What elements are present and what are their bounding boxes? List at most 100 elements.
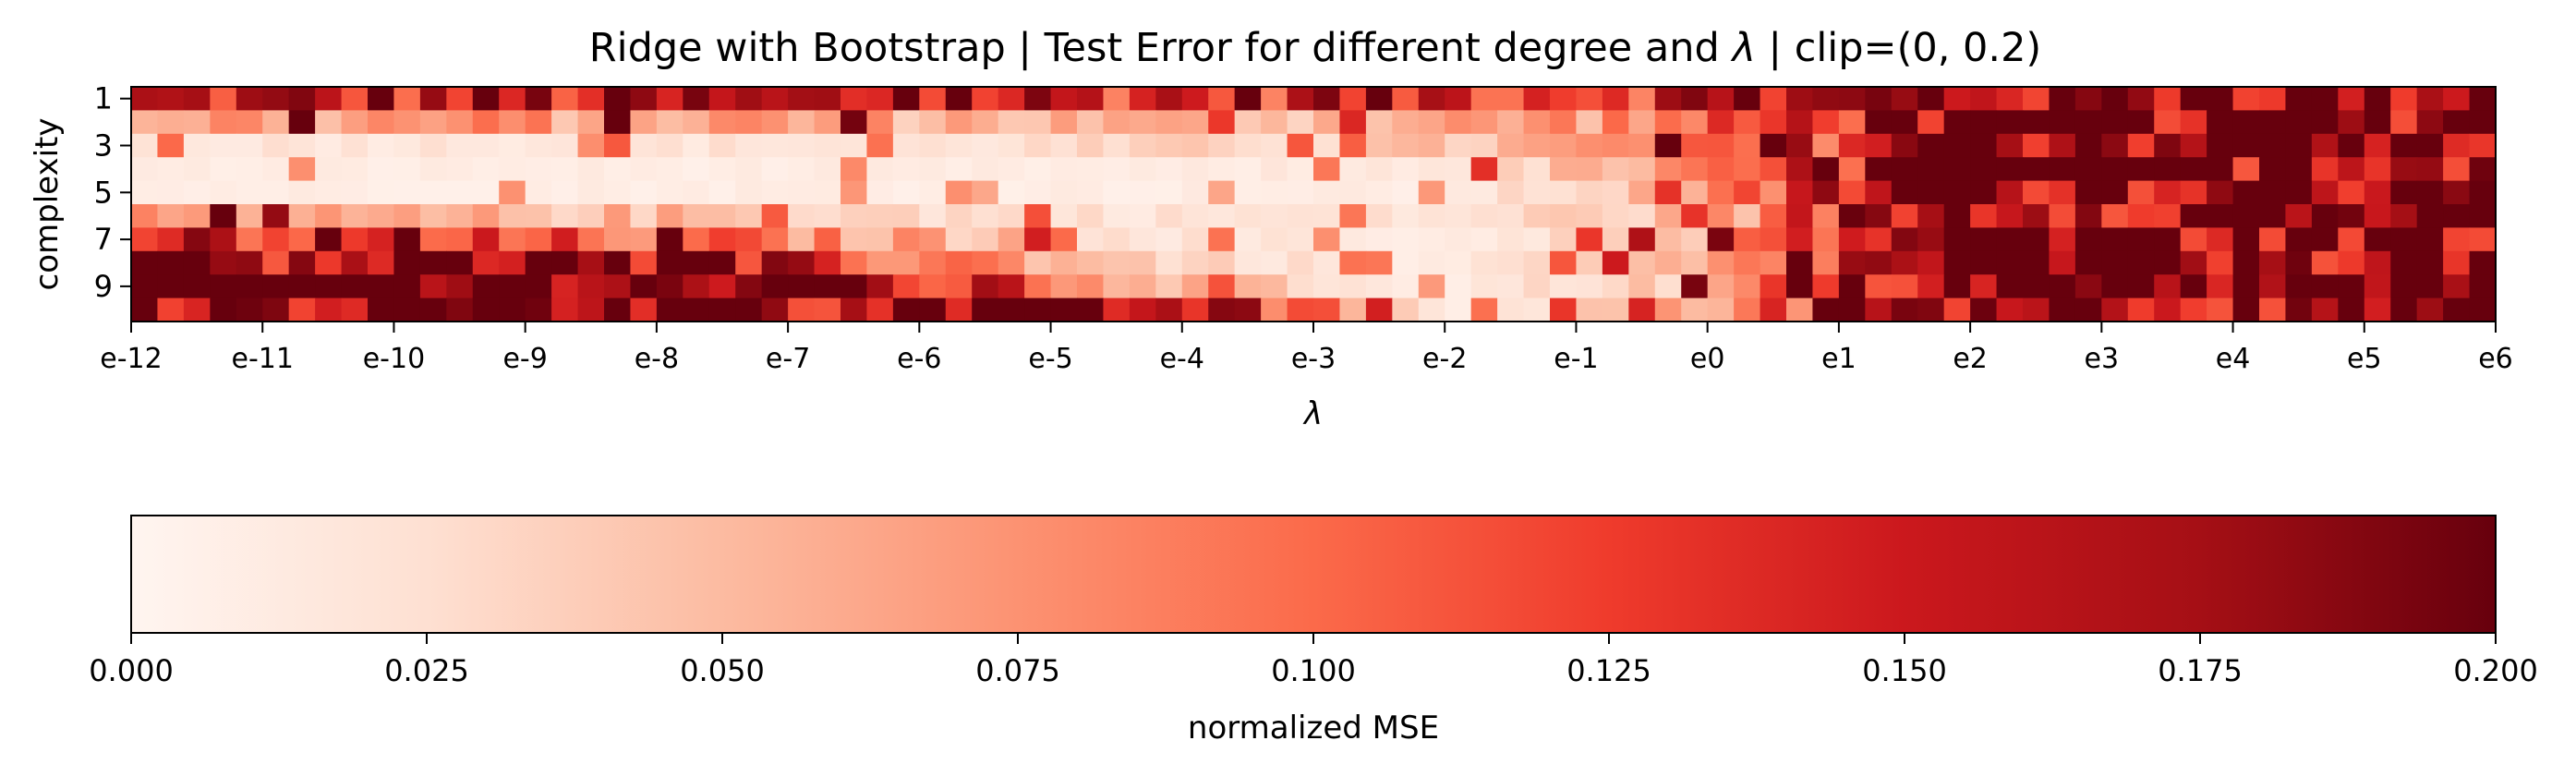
heatmap-cell (499, 250, 526, 275)
x-tick-label: e-12 (100, 343, 162, 375)
colorbar-tick-label: 0.175 (2158, 653, 2243, 688)
heatmap-cell (2285, 250, 2313, 275)
heatmap-cell (1628, 87, 1656, 111)
heatmap-cell (368, 87, 395, 111)
heatmap-cell (1838, 274, 1866, 299)
heatmap-cell (551, 227, 579, 252)
heatmap-cell (1865, 157, 1893, 182)
heatmap-cell (1865, 250, 1893, 275)
colorbar-label: normalized MSE (1188, 710, 1439, 747)
heatmap-cell (1050, 87, 1078, 111)
heatmap-cell (1181, 274, 1209, 299)
heatmap-cell (1365, 274, 1393, 299)
heatmap-cell (1208, 297, 1236, 322)
heatmap-cell (1707, 227, 1735, 252)
heatmap-cell (866, 250, 894, 275)
heatmap-cell (1445, 204, 1472, 228)
heatmap-cell (499, 110, 526, 135)
heatmap-cell (1917, 250, 1945, 275)
heatmap-cell (157, 250, 185, 275)
heatmap-cell (1234, 180, 1262, 205)
heatmap-cell (1917, 133, 1945, 158)
heatmap-cell (1970, 157, 1998, 182)
x-tick-label: e-6 (897, 343, 941, 375)
heatmap-cell (1050, 297, 1078, 322)
heatmap-cell (1681, 110, 1709, 135)
heatmap-cell (472, 297, 500, 322)
heatmap-cell (683, 133, 710, 158)
heatmap-cell (998, 274, 1025, 299)
heatmap-cell (1970, 87, 1998, 111)
heatmap-cell (1287, 133, 1314, 158)
heatmap-cell (761, 297, 789, 322)
heatmap-cell (2127, 274, 2155, 299)
heatmap-cell (315, 250, 343, 275)
heatmap-cell (183, 157, 211, 182)
heatmap-cell (341, 227, 369, 252)
heatmap-cell (210, 110, 237, 135)
heatmap-cell (656, 157, 683, 182)
heatmap-cell (2364, 180, 2391, 205)
heatmap-cell (1208, 250, 1236, 275)
heatmap-cell (1050, 133, 1078, 158)
heatmap-cell (1602, 87, 1629, 111)
heatmap-cell (1812, 227, 1840, 252)
heatmap-cell (1838, 110, 1866, 135)
heatmap-cell (630, 133, 658, 158)
heatmap-cell (1024, 157, 1052, 182)
heatmap-cell (919, 250, 947, 275)
heatmap-cell (446, 87, 474, 111)
heatmap-cell (2311, 274, 2339, 299)
heatmap-cell (945, 110, 973, 135)
heatmap-cell (499, 133, 526, 158)
heatmap-cell (236, 204, 263, 228)
heatmap-cell (2049, 87, 2076, 111)
heatmap-cell (183, 180, 211, 205)
heatmap-cell (1917, 297, 1945, 322)
heatmap-cell (2390, 157, 2418, 182)
heatmap-cell (1760, 227, 1787, 252)
heatmap-cell (1786, 180, 1814, 205)
heatmap-cell (1760, 133, 1787, 158)
heatmap-cell (236, 227, 263, 252)
heatmap-cell (1181, 157, 1209, 182)
heatmap-cell (1129, 204, 1156, 228)
heatmap-cell (2023, 110, 2050, 135)
heatmap-cell (604, 133, 632, 158)
heatmap-cell (288, 227, 316, 252)
heatmap-cell (499, 157, 526, 182)
heatmap-cell (998, 133, 1025, 158)
heatmap-cell (262, 133, 290, 158)
heatmap-cell (1181, 110, 1209, 135)
heatmap-cell (1786, 227, 1814, 252)
heatmap-cell (2049, 274, 2076, 299)
heatmap-cell (2259, 110, 2287, 135)
heatmap-cell (1392, 87, 1420, 111)
heatmap-cell (368, 180, 395, 205)
heatmap-cell (551, 250, 579, 275)
heatmap-cell (1550, 250, 1578, 275)
heatmap-cell (315, 180, 343, 205)
heatmap-cell (972, 180, 999, 205)
heatmap-cell (2154, 227, 2182, 252)
heatmap-cell (814, 180, 841, 205)
heatmap-cell (604, 180, 632, 205)
heatmap-cell (2390, 297, 2418, 322)
heatmap-cell (2443, 250, 2471, 275)
heatmap-cell (472, 274, 500, 299)
heatmap-cell (1392, 133, 1420, 158)
heatmap-cell (1707, 274, 1735, 299)
heatmap-cell (1497, 110, 1525, 135)
heatmap-cell (368, 110, 395, 135)
heatmap-cell (1155, 157, 1183, 182)
heatmap-cell (157, 227, 185, 252)
heatmap-cell (2101, 180, 2129, 205)
heatmap-cell (1234, 110, 1262, 135)
heatmap-cell (1917, 180, 1945, 205)
heatmap-cell (683, 157, 710, 182)
heatmap-cell (341, 157, 369, 182)
heatmap-cell (814, 297, 841, 322)
heatmap-cell (183, 297, 211, 322)
heatmap-cell (2101, 250, 2129, 275)
heatmap-cell (1734, 250, 1761, 275)
